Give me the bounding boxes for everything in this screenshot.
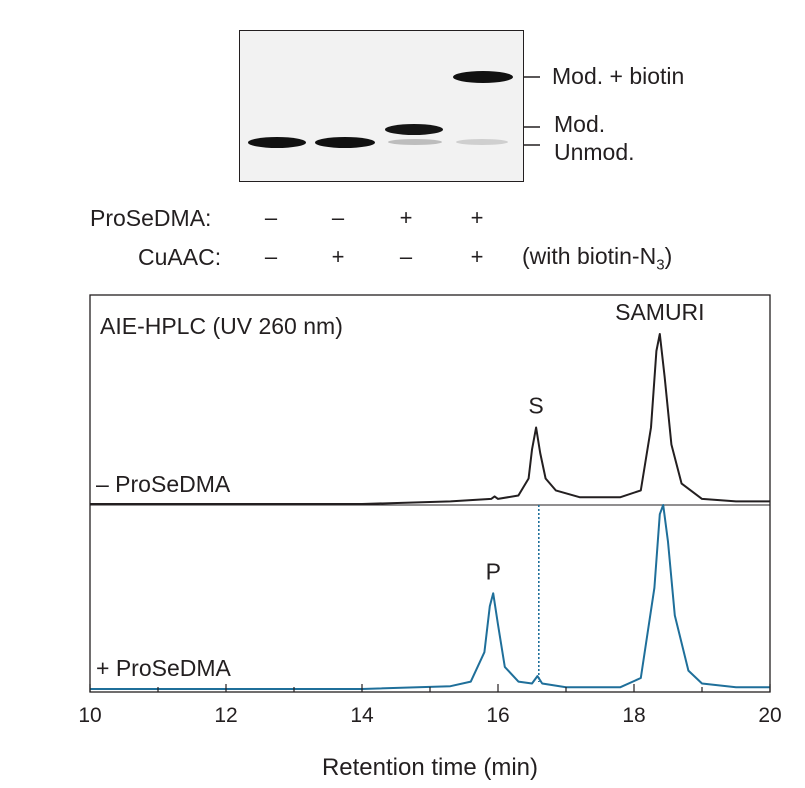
gel-image <box>239 30 524 182</box>
condition-prosedma-lane4: + <box>470 205 484 230</box>
condition-label-prosedma: ProSeDMA: <box>90 205 212 231</box>
x-tick-label: 18 <box>622 704 645 727</box>
gel-band-lane2-unmod <box>315 137 375 148</box>
band-label-mod-biotin: Mod. + biotin <box>552 63 685 89</box>
condition-prosedma-lane1: – <box>264 205 278 230</box>
gel-band-lane4-mod-biotin <box>453 71 513 83</box>
gel-band-lane3-unmod-faint <box>388 139 442 145</box>
peak-label-samuri: SAMURI <box>615 299 704 325</box>
condition-prosedma-lane2: – <box>331 205 345 230</box>
x-tick-label: 10 <box>78 704 101 727</box>
condition-label-cuaac: CuAAC: <box>138 244 222 270</box>
series-label-plus-prosedma: + ProSeDMA <box>96 655 232 681</box>
gel-band-lane4-unmod-faint <box>456 139 508 145</box>
series-label-minus-prosedma: – ProSeDMA <box>96 471 231 497</box>
biotin-note-suffix: ) <box>664 243 673 269</box>
trace-series-1 <box>90 333 770 505</box>
biotin-note-subscript: 3 <box>656 256 665 274</box>
condition-cuaac-lane4: + <box>470 244 484 269</box>
x-tick-label: 12 <box>214 704 237 727</box>
biotin-note: (with biotin-N3) <box>522 243 672 274</box>
x-tick-label: 16 <box>486 704 509 727</box>
chart-title: AIE-HPLC (UV 260 nm) <box>100 313 343 339</box>
condition-cuaac-lane3: – <box>399 244 413 269</box>
band-label-mod: Mod. <box>554 111 606 137</box>
gel-band-lane3-mod <box>385 124 443 135</box>
peak-label-s: S <box>528 393 543 419</box>
x-tick-label: 14 <box>350 704 374 727</box>
condition-cuaac-lane1: – <box>264 244 278 269</box>
condition-prosedma-lane3: + <box>399 205 413 230</box>
trace-series-2 <box>90 504 770 690</box>
band-label-unmod: Unmod. <box>554 139 635 165</box>
biotin-note-prefix: (with biotin-N <box>522 243 657 269</box>
x-tick-label: 20 <box>758 704 781 727</box>
peak-label-p: P <box>486 558 501 584</box>
gel-band-marker-ticks <box>524 76 540 146</box>
gel-band-lane1-unmod <box>248 137 306 148</box>
x-axis-label: Retention time (min) <box>322 754 538 781</box>
condition-cuaac-lane2: + <box>331 244 345 269</box>
